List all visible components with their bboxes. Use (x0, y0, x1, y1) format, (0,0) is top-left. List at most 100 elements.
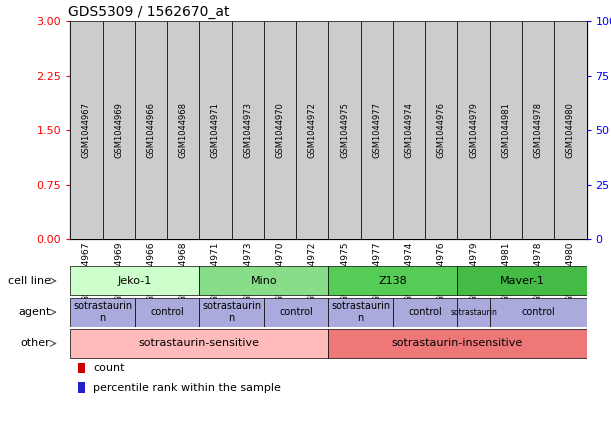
FancyBboxPatch shape (329, 329, 587, 358)
Bar (338, 194, 348, 239)
Bar (89, 222, 92, 239)
Text: control: control (521, 307, 555, 317)
FancyBboxPatch shape (329, 21, 360, 239)
Bar (154, 222, 157, 239)
FancyBboxPatch shape (70, 21, 103, 239)
Bar (186, 213, 189, 239)
Text: GSM1044968: GSM1044968 (178, 102, 188, 158)
Text: other: other (21, 338, 51, 349)
FancyBboxPatch shape (329, 297, 393, 327)
Text: Maver-1: Maver-1 (500, 276, 544, 286)
FancyBboxPatch shape (264, 21, 296, 239)
Bar (565, 220, 574, 239)
Text: Z138: Z138 (379, 276, 408, 286)
Text: control: control (408, 307, 442, 317)
Bar (274, 220, 283, 239)
FancyBboxPatch shape (167, 21, 199, 239)
FancyBboxPatch shape (70, 266, 199, 296)
FancyBboxPatch shape (458, 297, 490, 327)
FancyBboxPatch shape (70, 329, 329, 358)
Text: GSM1044966: GSM1044966 (147, 102, 155, 158)
FancyBboxPatch shape (522, 21, 554, 239)
FancyBboxPatch shape (425, 21, 458, 239)
FancyBboxPatch shape (393, 297, 458, 327)
Text: sotrastaurin: sotrastaurin (450, 308, 497, 317)
Bar (371, 198, 380, 239)
Text: sotrastaurin
n: sotrastaurin n (202, 301, 261, 323)
Text: Mino: Mino (251, 276, 277, 286)
Text: GSM1044981: GSM1044981 (502, 102, 510, 158)
FancyBboxPatch shape (103, 21, 135, 239)
Bar (113, 49, 122, 239)
Text: Jeko-1: Jeko-1 (118, 276, 152, 286)
Bar (315, 228, 318, 239)
Bar (145, 230, 154, 239)
Text: GSM1044967: GSM1044967 (82, 102, 91, 158)
FancyBboxPatch shape (264, 297, 329, 327)
Bar (81, 226, 90, 239)
Text: cell line: cell line (7, 276, 51, 286)
FancyBboxPatch shape (329, 266, 458, 296)
Bar (348, 206, 351, 239)
Bar (500, 226, 509, 239)
FancyBboxPatch shape (70, 297, 135, 327)
Text: GSM1044973: GSM1044973 (243, 102, 252, 158)
Text: sotrastaurin-sensitive: sotrastaurin-sensitive (139, 338, 260, 349)
Bar (403, 230, 412, 239)
Bar (78, 363, 84, 373)
Text: GSM1044972: GSM1044972 (308, 102, 316, 158)
Text: GSM1044970: GSM1044970 (276, 102, 285, 158)
FancyBboxPatch shape (490, 21, 522, 239)
Text: GSM1044976: GSM1044976 (437, 102, 446, 158)
Bar (210, 232, 219, 239)
Bar (283, 222, 286, 239)
FancyBboxPatch shape (135, 297, 199, 327)
Bar (122, 60, 125, 239)
Bar (509, 222, 512, 239)
Bar (444, 217, 447, 239)
Bar (412, 228, 415, 239)
Text: GSM1044975: GSM1044975 (340, 102, 349, 158)
Bar (532, 227, 541, 239)
Text: GSM1044977: GSM1044977 (372, 102, 381, 158)
FancyBboxPatch shape (199, 266, 329, 296)
Text: GDS5309 / 1562670_at: GDS5309 / 1562670_at (68, 5, 229, 19)
Bar (251, 200, 254, 239)
Bar (379, 213, 383, 239)
FancyBboxPatch shape (458, 21, 490, 239)
Bar (541, 222, 544, 239)
FancyBboxPatch shape (360, 21, 393, 239)
Text: control: control (279, 307, 313, 317)
Bar (306, 230, 315, 239)
FancyBboxPatch shape (490, 297, 587, 327)
Text: GSM1044971: GSM1044971 (211, 102, 220, 158)
Bar (242, 190, 251, 239)
Text: sotrastaurin
n: sotrastaurin n (331, 301, 390, 323)
FancyBboxPatch shape (296, 21, 329, 239)
Text: sotrastaurin-insensitive: sotrastaurin-insensitive (392, 338, 523, 349)
Text: GSM1044969: GSM1044969 (114, 102, 123, 158)
Bar (477, 222, 480, 239)
Text: sotrastaurin
n: sotrastaurin n (73, 301, 132, 323)
Text: percentile rank within the sample: percentile rank within the sample (93, 383, 282, 393)
Text: GSM1044974: GSM1044974 (404, 102, 414, 158)
FancyBboxPatch shape (199, 21, 232, 239)
Bar (436, 219, 445, 239)
Text: GSM1044978: GSM1044978 (533, 102, 543, 158)
Bar (177, 219, 186, 239)
FancyBboxPatch shape (135, 21, 167, 239)
FancyBboxPatch shape (458, 266, 587, 296)
Text: GSM1044979: GSM1044979 (469, 102, 478, 158)
Text: GSM1044980: GSM1044980 (566, 102, 575, 158)
Bar (573, 217, 577, 239)
Bar (218, 228, 222, 239)
FancyBboxPatch shape (199, 297, 264, 327)
Bar (468, 225, 477, 239)
Text: control: control (150, 307, 184, 317)
Text: count: count (93, 363, 125, 373)
Text: agent: agent (18, 307, 51, 317)
FancyBboxPatch shape (393, 21, 425, 239)
Bar (78, 382, 84, 393)
FancyBboxPatch shape (554, 21, 587, 239)
FancyBboxPatch shape (232, 21, 264, 239)
